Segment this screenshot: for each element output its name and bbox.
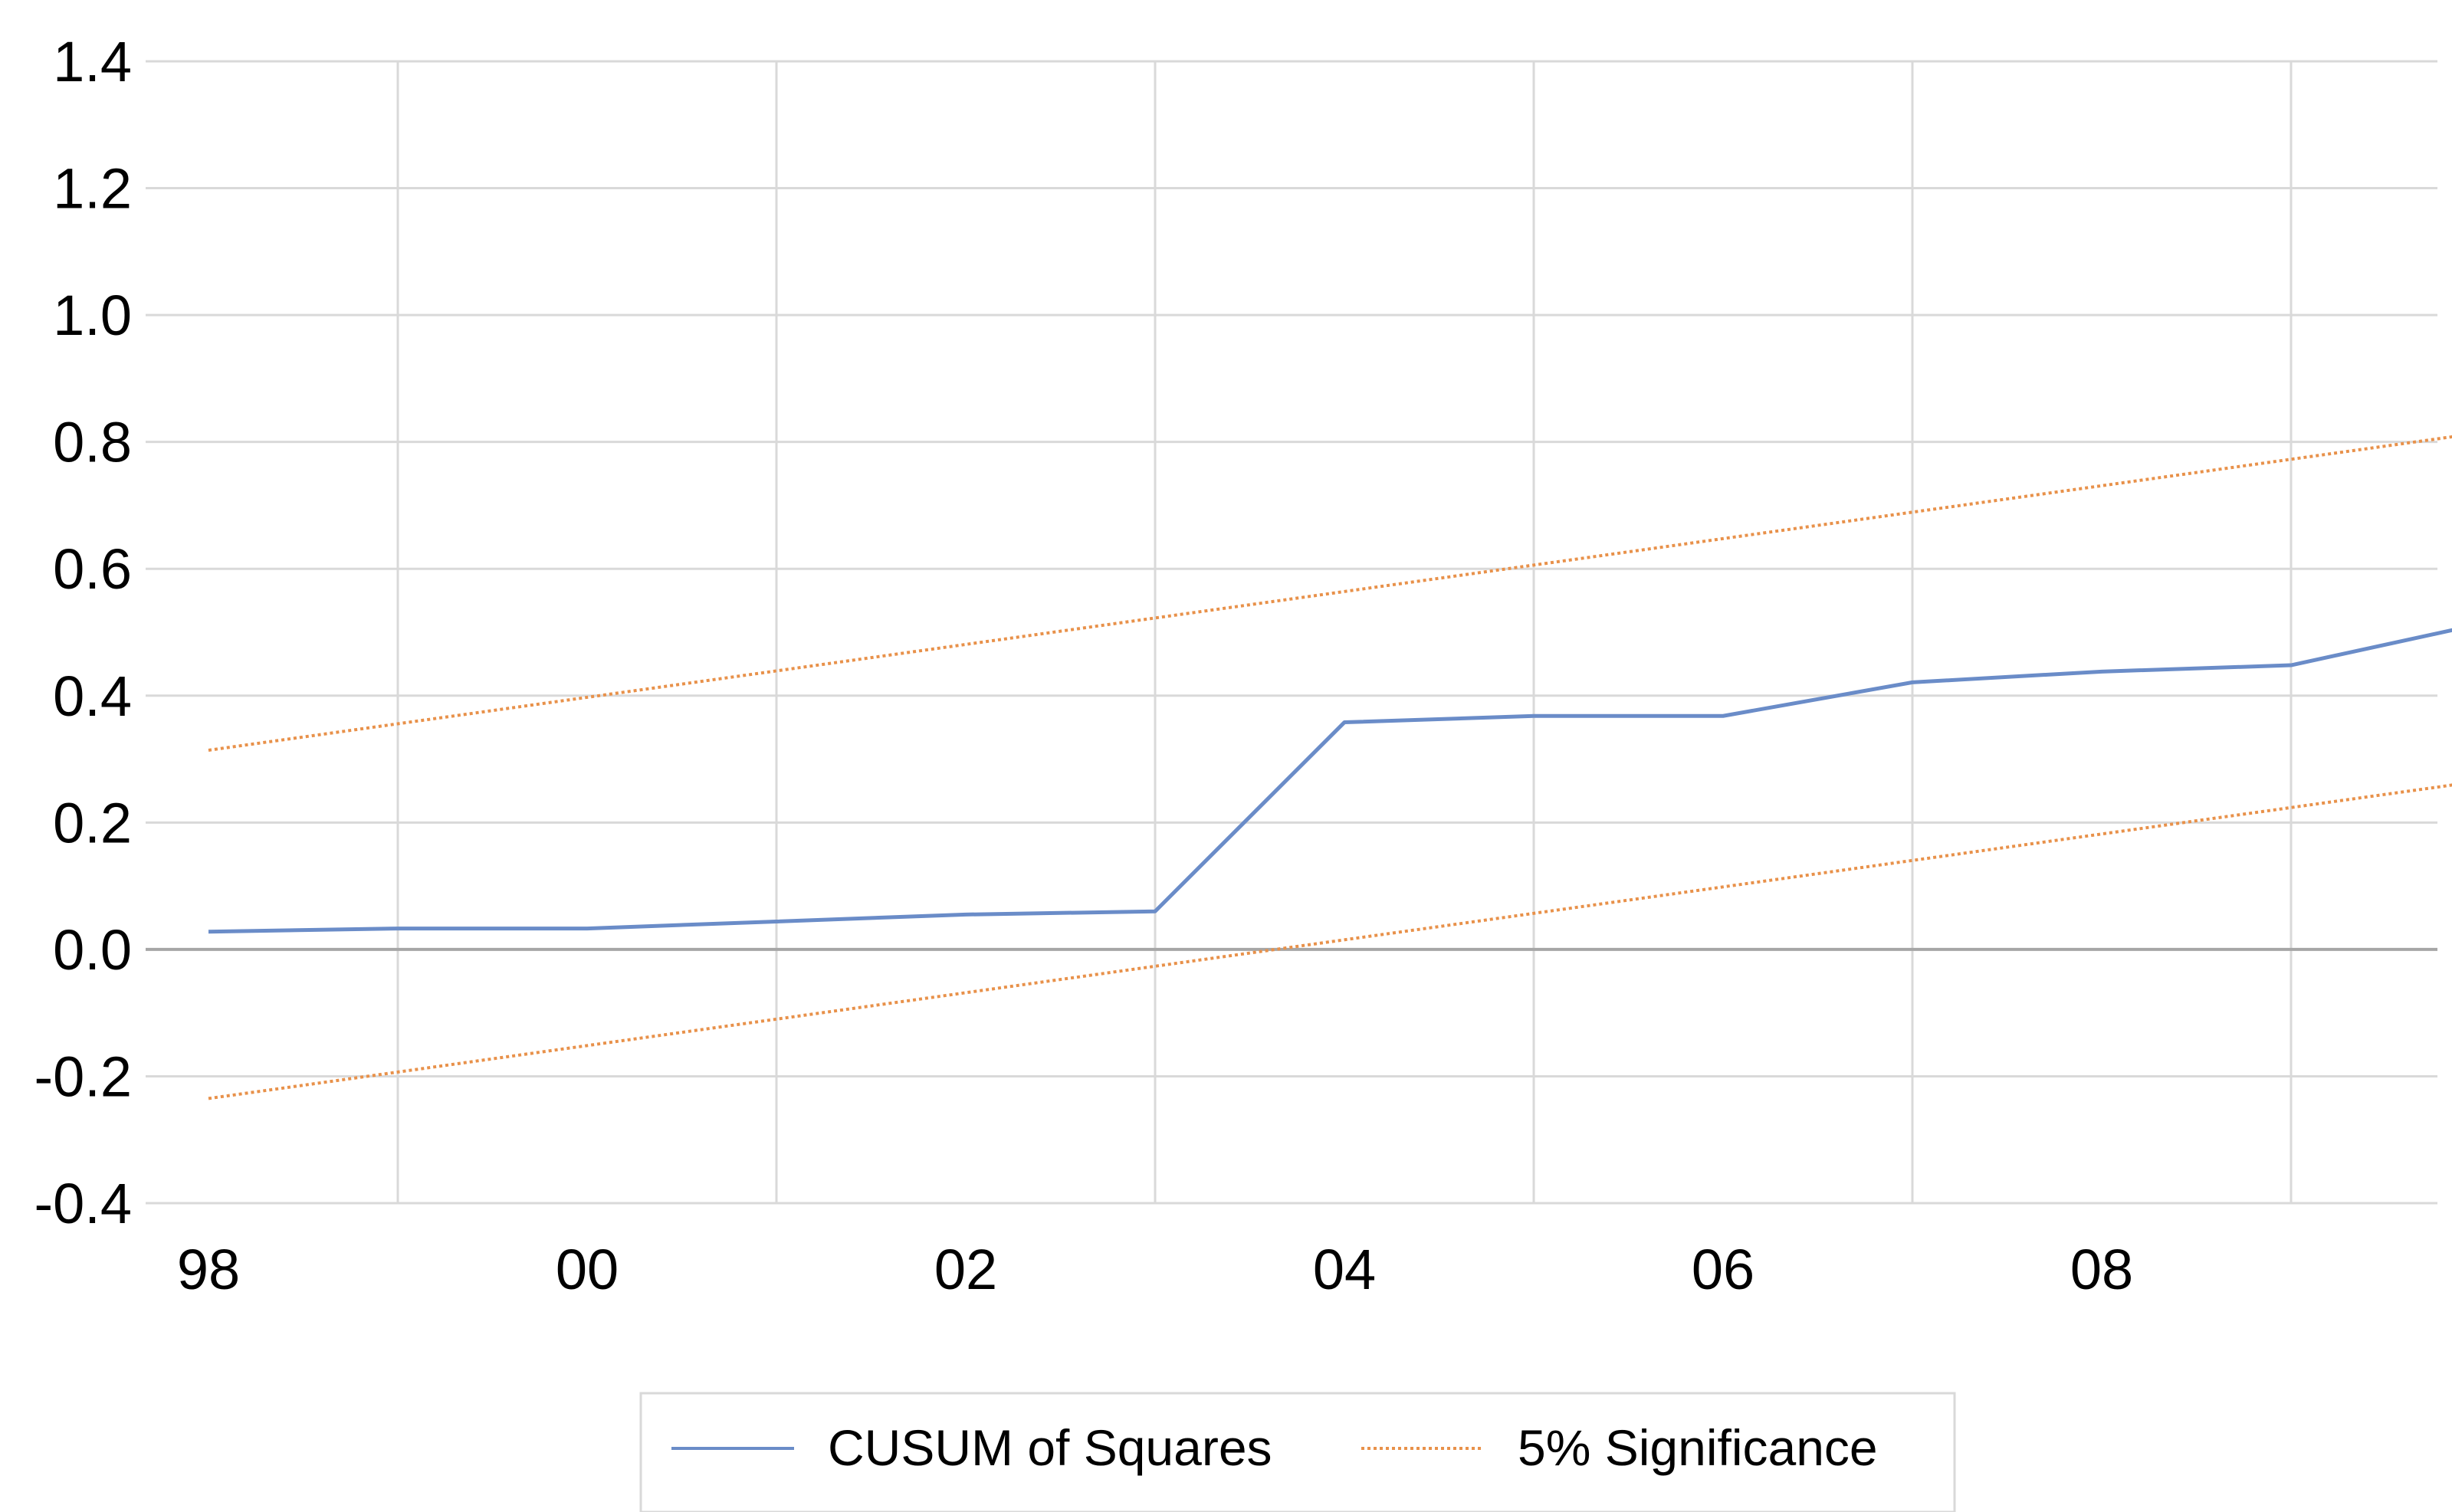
y-tick-label: 0.4 bbox=[53, 664, 132, 728]
y-tick-label: -0.2 bbox=[34, 1045, 132, 1108]
series-line-significance-lower bbox=[208, 783, 2452, 1100]
y-tick-label: 0.8 bbox=[53, 411, 132, 474]
y-tick-label: 0.6 bbox=[53, 537, 132, 601]
legend-box bbox=[639, 1392, 1956, 1512]
y-tick-label: 0.2 bbox=[53, 791, 132, 854]
x-tick-label: 02 bbox=[934, 1238, 997, 1301]
x-tick-label: 00 bbox=[556, 1238, 619, 1301]
series-lines bbox=[208, 435, 2452, 1100]
y-tick-label: 1.4 bbox=[53, 30, 132, 93]
series-line-significance-upper bbox=[208, 435, 2452, 752]
legend-label-cusum: CUSUM of Squares bbox=[828, 1419, 1272, 1476]
x-tick-label: 08 bbox=[2070, 1238, 2133, 1301]
y-axis-ticks: 1.4 1.2 1.0 0.8 0.6 0.4 0.2 0.0 -0.2 -0.4 bbox=[34, 30, 132, 1235]
x-axis-ticks: 980002040608101214161820 bbox=[177, 1238, 2452, 1301]
y-tick-label: 1.0 bbox=[53, 284, 132, 347]
x-tick-label: 98 bbox=[177, 1238, 240, 1301]
y-tick-label: 1.2 bbox=[53, 157, 132, 221]
x-tick-label: 04 bbox=[1313, 1238, 1376, 1301]
series-line-cusum bbox=[208, 628, 2452, 934]
x-tick-label: 10 bbox=[2449, 1238, 2452, 1301]
legend-label-significance: 5% Significance bbox=[1518, 1419, 1878, 1476]
y-tick-label: -0.4 bbox=[34, 1172, 132, 1235]
grid-lines bbox=[146, 60, 2437, 1205]
y-tick-label: 0.0 bbox=[53, 918, 132, 982]
x-tick-label: 06 bbox=[1692, 1238, 1754, 1301]
legend: CUSUM of Squares 5% Significance bbox=[639, 1392, 1956, 1512]
